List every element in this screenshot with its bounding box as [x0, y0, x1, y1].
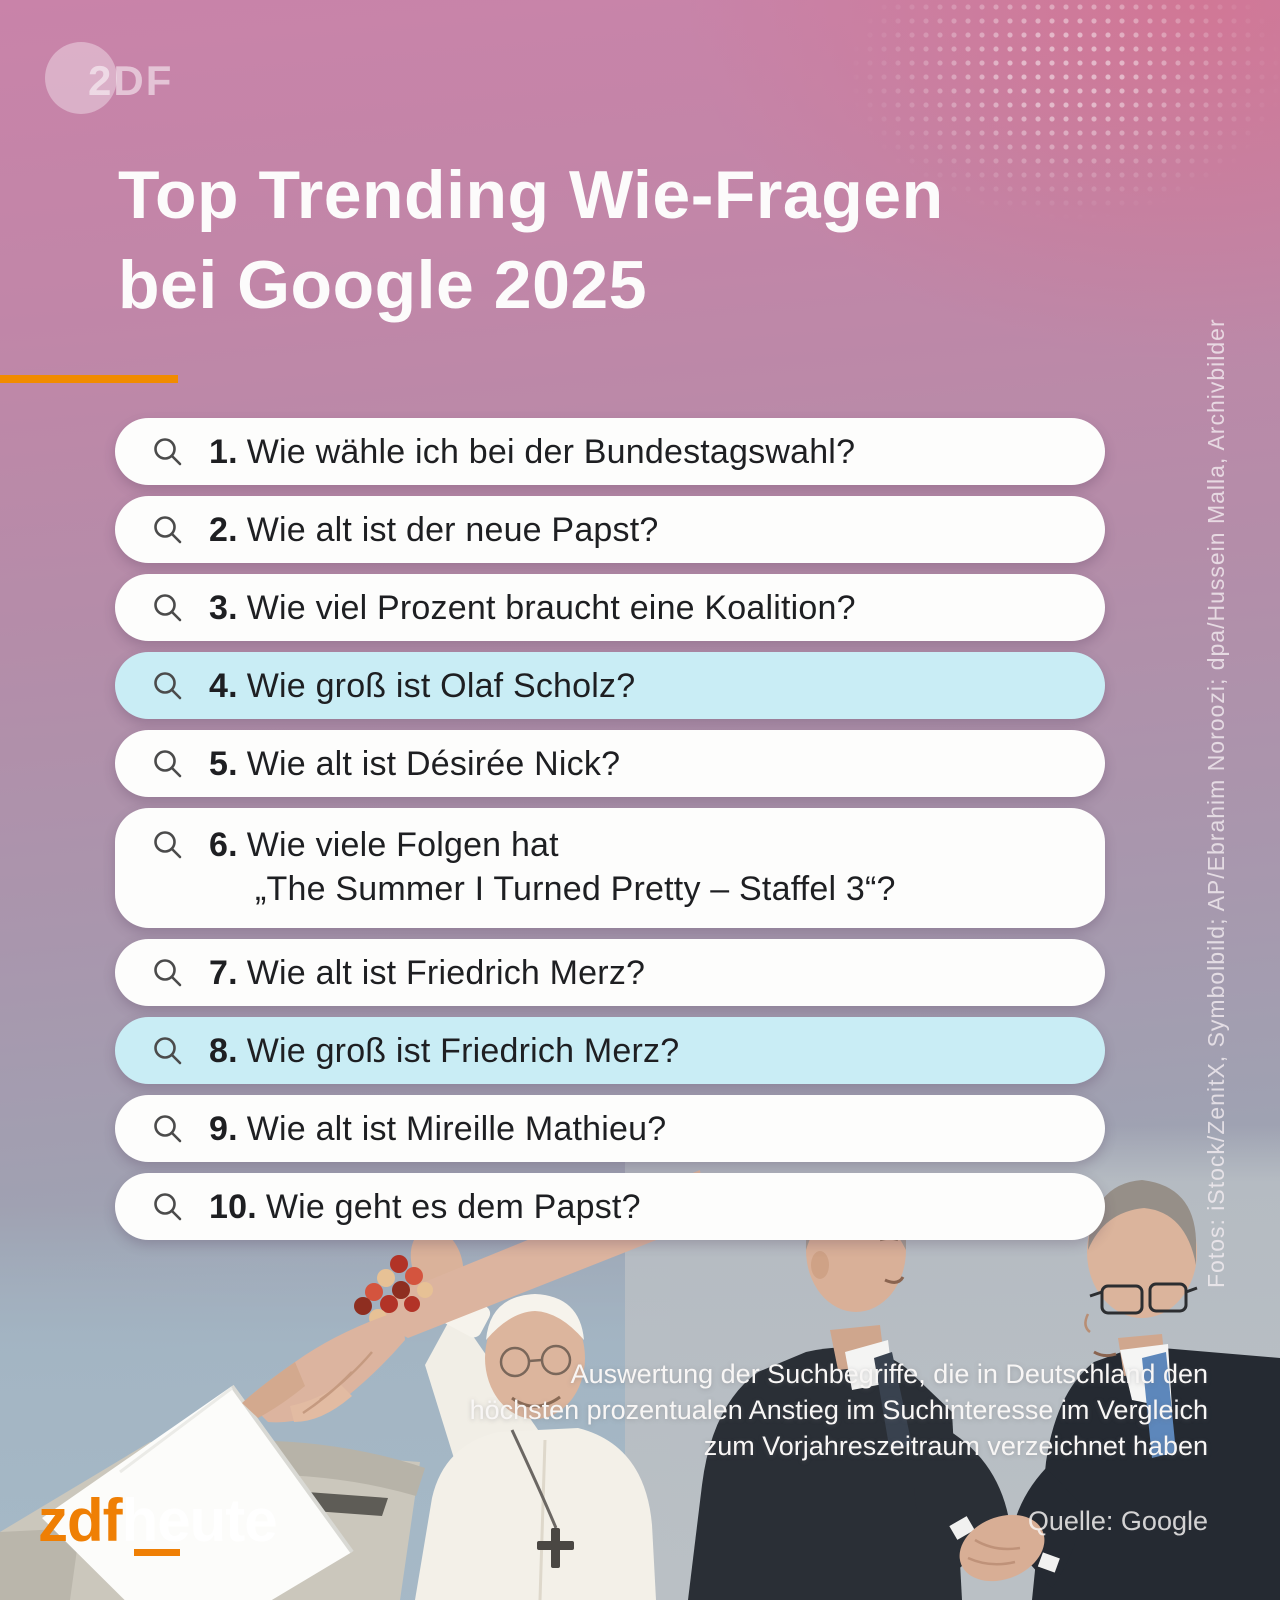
- zdf-logo-circle: [45, 42, 117, 114]
- question-3: 3. Wie viel Prozent braucht eine Koalitio…: [209, 586, 856, 630]
- question-10: 10. Wie geht es dem Papst?: [209, 1185, 641, 1229]
- rank-number: 1.: [209, 432, 238, 471]
- question-2: 2. Wie alt ist der neue Papst?: [209, 508, 659, 552]
- pope-figure: [408, 1227, 656, 1600]
- magnifier-icon: [154, 1192, 182, 1220]
- question-5: 5. Wie alt ist Désirée Nick?: [209, 742, 620, 786]
- zdfheute-logo-zdf: zdf: [38, 1487, 123, 1554]
- bead-bracelet: [354, 1255, 433, 1327]
- search-pill-3: 3. Wie viel Prozent braucht eine Koalitio…: [115, 574, 1105, 641]
- magnifier-icon: [154, 515, 182, 543]
- magnifier-icon: [154, 671, 182, 699]
- title-accent-bar: [0, 375, 178, 383]
- rank-number: 6.: [209, 826, 238, 864]
- magnifier-icon: [154, 831, 182, 859]
- rank-number: 9.: [209, 1109, 238, 1148]
- zdf-logo-wordmark: 2DF: [88, 57, 174, 104]
- question-text: Wie viel Prozent braucht eine Koalition?: [246, 588, 856, 627]
- methodology-line-2: höchsten prozentualen Anstieg im Suchint…: [469, 1395, 1208, 1425]
- photo-collage-svg: [0, 1125, 1280, 1600]
- source-note: Quelle: Google: [1027, 1506, 1208, 1536]
- search-pill-5: 5. Wie alt ist Désirée Nick?: [115, 730, 1105, 797]
- question-text-line2: „The Summer I Turned Pretty – Staffel 3“…: [255, 870, 896, 908]
- rank-number: 7.: [209, 953, 238, 992]
- question-1: 1. Wie wähle ich bei der Bundestagswahl?: [209, 430, 855, 474]
- methodology-note: Auswertung der Suchbegriffe, die in Deut…: [470, 1356, 1208, 1464]
- rank-number: 2.: [209, 510, 238, 549]
- rank-number: 5.: [209, 744, 238, 783]
- rank-number: 8.: [209, 1031, 238, 1070]
- photo-collage: [0, 1100, 1280, 1600]
- question-text: Wie alt ist Friedrich Merz?: [246, 953, 646, 992]
- pectoral-cross: [537, 1528, 574, 1568]
- methodology-line-3: zum Vorjahreszeitraum verzeichnet haben: [703, 1431, 1208, 1461]
- question-9: 9. Wie alt ist Mireille Mathieu?: [209, 1107, 666, 1151]
- question-7: 7. Wie alt ist Friedrich Merz?: [209, 951, 645, 995]
- methodology-line-1: Auswertung der Suchbegriffe, die in Deut…: [570, 1359, 1208, 1389]
- zdfheute-logo-underscore: [134, 1549, 180, 1556]
- zdf-watermark-logo: 2DF: [45, 42, 205, 120]
- rank-number: 10.: [209, 1187, 257, 1226]
- magnifier-icon: [154, 958, 182, 986]
- magnifier-icon: [154, 1114, 182, 1142]
- title-line-2: bei Google 2025: [118, 247, 648, 323]
- search-pill-4: 4. Wie groß ist Olaf Scholz?: [115, 652, 1105, 719]
- question-text: Wie groß ist Friedrich Merz?: [246, 1031, 680, 1070]
- magnifier-icon: [154, 437, 182, 465]
- magnifier-icon: [154, 749, 182, 777]
- ballot-envelope: [42, 1386, 352, 1600]
- page-title: Top Trending Wie-Fragen bei Google 2025: [118, 150, 944, 330]
- question-6: 6. Wie viele Folgen hat „The Summer I Turn…: [209, 823, 896, 911]
- photo-credit-vertical: Fotos: iStock/ZenitX, Symbolbild; AP/Ebr…: [1203, 318, 1229, 1288]
- question-text: Wie viele Folgen hat: [246, 826, 559, 864]
- pope-glasses: [499, 1344, 572, 1378]
- search-pill-1: 1. Wie wähle ich bei der Bundestagswahl?: [115, 418, 1105, 485]
- search-pill-10: 10. Wie geht es dem Papst?: [115, 1173, 1105, 1240]
- question-text: Wie alt ist Désirée Nick?: [246, 744, 621, 783]
- merz-figure: [1010, 1180, 1280, 1600]
- magnifier-icon: [154, 1036, 182, 1064]
- search-pill-8: 8. Wie groß ist Friedrich Merz?: [115, 1017, 1105, 1084]
- title-line-1: Top Trending Wie-Fragen: [118, 157, 944, 233]
- search-list: 1. Wie wähle ich bei der Bundestagswahl? …: [115, 418, 1105, 1240]
- question-text: Wie wähle ich bei der Bundestagswahl?: [246, 432, 856, 471]
- merz-glasses: [1089, 1282, 1198, 1315]
- zdfheute-logo-heute: heute: [121, 1487, 278, 1554]
- search-pill-7: 7. Wie alt ist Friedrich Merz?: [115, 939, 1105, 1006]
- question-4: 4. Wie groß ist Olaf Scholz?: [209, 664, 635, 708]
- handshake: [949, 1514, 1060, 1582]
- question-text: Wie geht es dem Papst?: [265, 1187, 641, 1226]
- search-pill-6: 6. Wie viele Folgen hat „The Summer I Turn…: [115, 808, 1105, 928]
- question-8: 8. Wie groß ist Friedrich Merz?: [209, 1029, 679, 1073]
- magnifier-icon: [154, 593, 182, 621]
- question-text: Wie alt ist Mireille Mathieu?: [246, 1109, 667, 1148]
- question-text: Wie alt ist der neue Papst?: [246, 510, 659, 549]
- search-pill-2: 2. Wie alt ist der neue Papst?: [115, 496, 1105, 563]
- question-text: Wie groß ist Olaf Scholz?: [246, 666, 636, 705]
- rank-number: 3.: [209, 588, 238, 627]
- zdfheute-logo: zdfheute: [38, 1486, 278, 1556]
- rank-number: 4.: [209, 666, 238, 705]
- search-pill-9: 9. Wie alt ist Mireille Mathieu?: [115, 1095, 1105, 1162]
